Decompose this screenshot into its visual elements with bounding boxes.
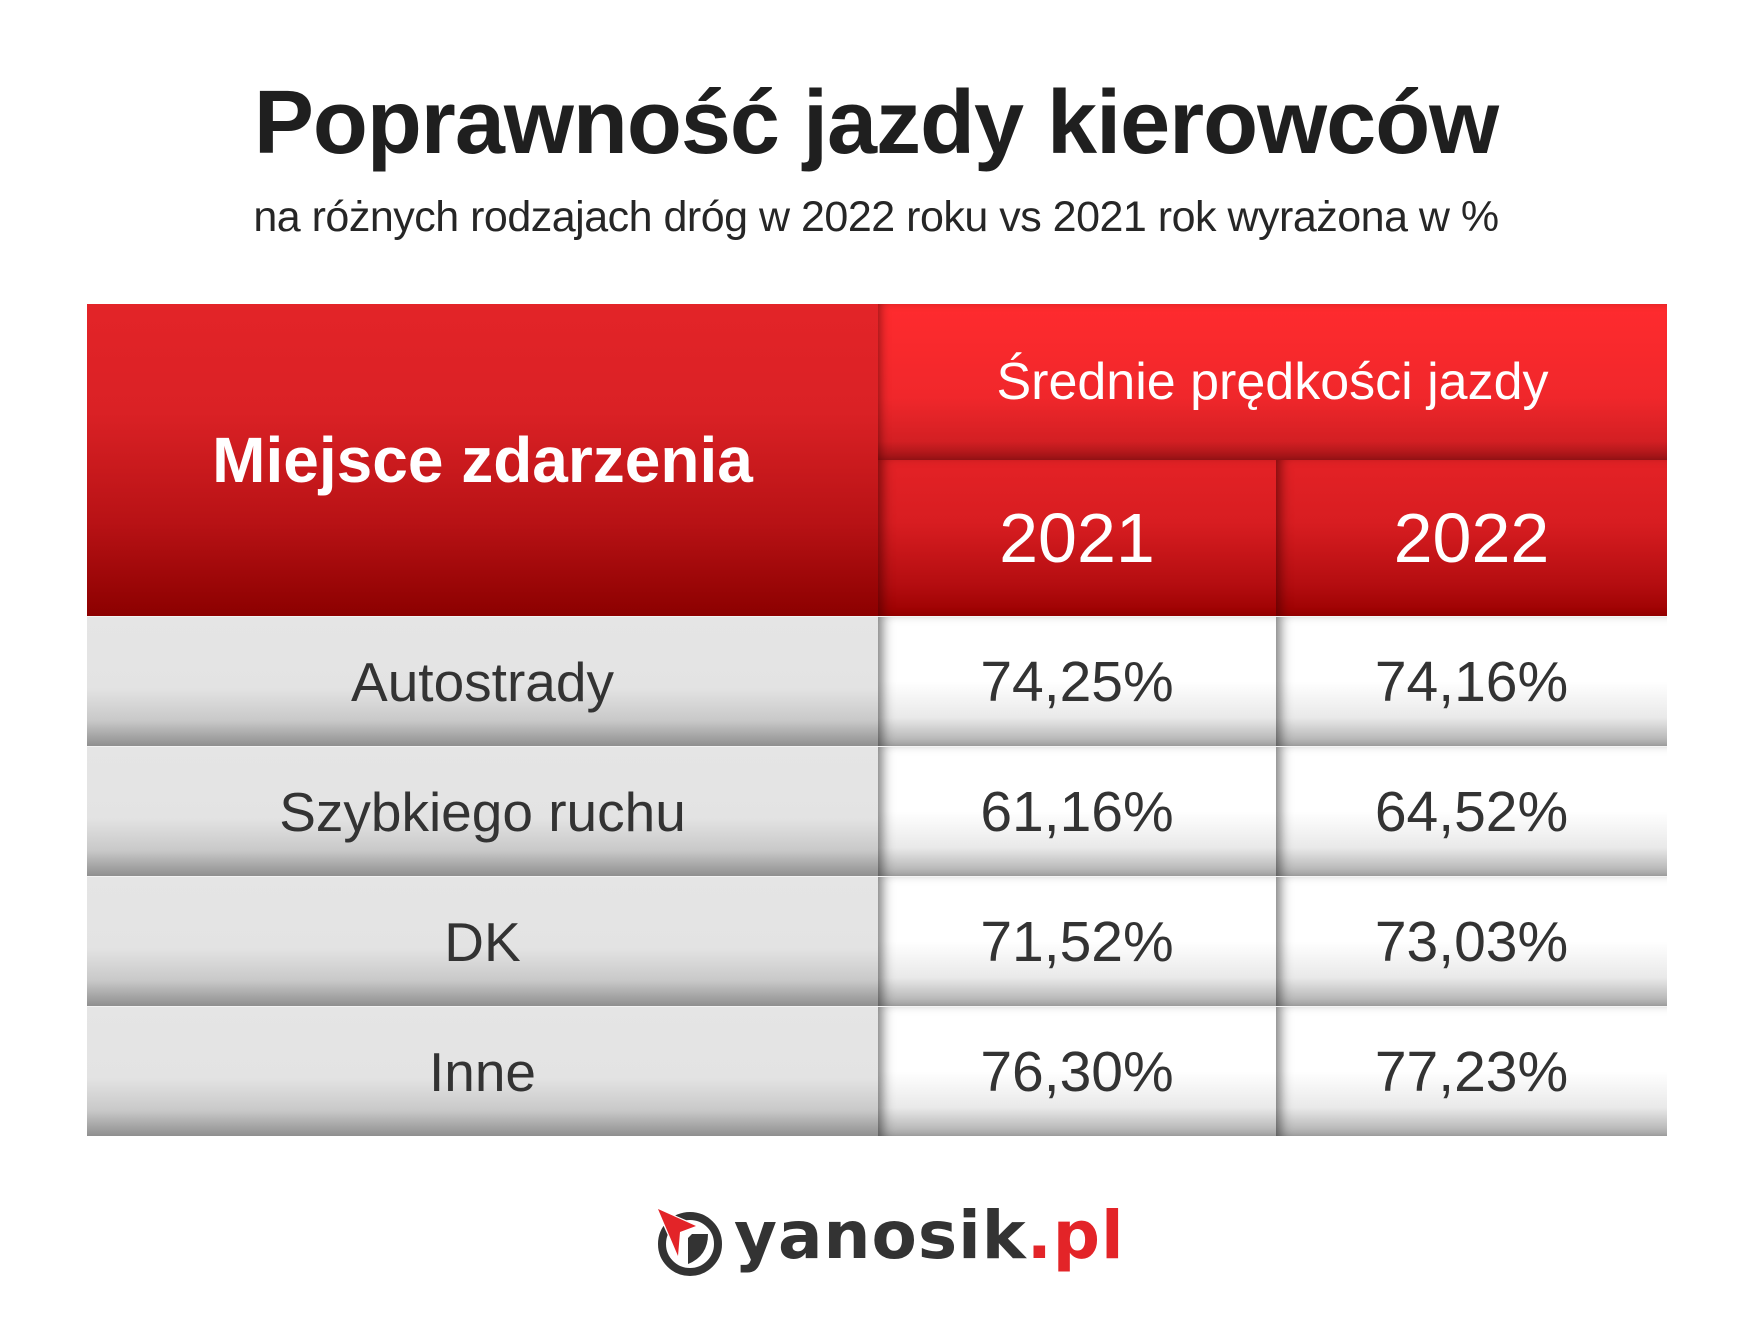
- row-label: DK: [87, 876, 878, 1006]
- logo-name: yanosik: [734, 1197, 1027, 1274]
- header-year-2022: 2022: [1276, 460, 1667, 616]
- compass-arrow-icon: [655, 1207, 722, 1276]
- logo-tld: .pl: [1026, 1197, 1125, 1274]
- header-place: Miejsce zdarzenia: [87, 304, 878, 616]
- row-value-2021: 61,16%: [878, 746, 1276, 876]
- row-label: Szybkiego ruchu: [87, 746, 878, 876]
- row-value-2022: 77,23%: [1276, 1006, 1667, 1136]
- row-label: Inne: [87, 1006, 878, 1136]
- yanosik-logo: yanosik.pl: [652, 1200, 1124, 1280]
- data-table: Miejsce zdarzenia Średnie prędkości jazd…: [87, 304, 1667, 1136]
- page-title: Poprawność jazdy kierowców: [253, 73, 1499, 173]
- row-value-2021: 71,52%: [878, 876, 1276, 1006]
- row-value-2021: 76,30%: [878, 1006, 1276, 1136]
- row-value-2022: 74,16%: [1276, 616, 1667, 746]
- logo-wordmark: yanosik.pl: [734, 1203, 1125, 1269]
- row-value-2022: 73,03%: [1276, 876, 1667, 1006]
- header-avg-speed-group: Średnie prędkości jazdy: [878, 304, 1667, 460]
- header-year-2021: 2021: [878, 460, 1276, 616]
- row-label: Autostrady: [87, 616, 878, 746]
- row-value-2021: 74,25%: [878, 616, 1276, 746]
- row-value-2022: 64,52%: [1276, 746, 1667, 876]
- page-subtitle: na różnych rodzajach dróg w 2022 roku vs…: [253, 193, 1499, 241]
